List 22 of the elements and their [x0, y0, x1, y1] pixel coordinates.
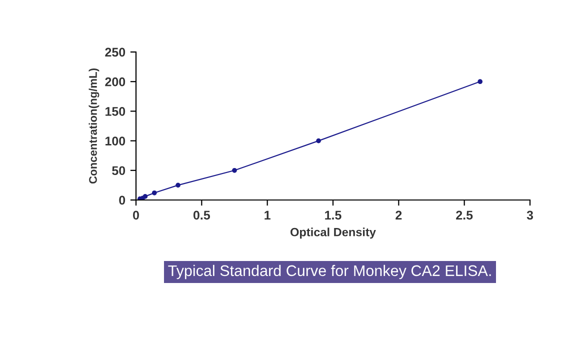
- y-tick-label: 150: [106, 107, 126, 116]
- point: [152, 190, 157, 196]
- point: [176, 182, 180, 188]
- x-axis-title: Optical Density: [290, 228, 376, 239]
- y-tick-label: 200: [105, 77, 126, 86]
- x-tick-label: 1.5: [325, 210, 342, 220]
- y-tick-label: 0: [119, 196, 126, 205]
- text: Typical Standard Curve for Monkey CA2 ELISA.: [168, 264, 491, 280]
- point: [316, 138, 321, 144]
- x-tick-label: 2: [396, 210, 402, 220]
- y-tick-label: 50: [112, 166, 126, 176]
- point: [142, 194, 148, 199]
- x-tick-label: 2.5: [456, 210, 473, 220]
- x-tick-label: 1: [264, 210, 270, 220]
- x-tick-label: 0.5: [193, 210, 210, 220]
- y-axis-title: Concentration(ng/mL): [88, 68, 100, 184]
- x-tick-label: 3: [526, 210, 534, 220]
- y-tick-label: 100: [106, 136, 126, 146]
- y-tick-label: 250: [105, 48, 126, 57]
- point: [478, 79, 483, 84]
- x-tick-label: 0: [133, 210, 139, 220]
- point: [232, 168, 237, 173]
